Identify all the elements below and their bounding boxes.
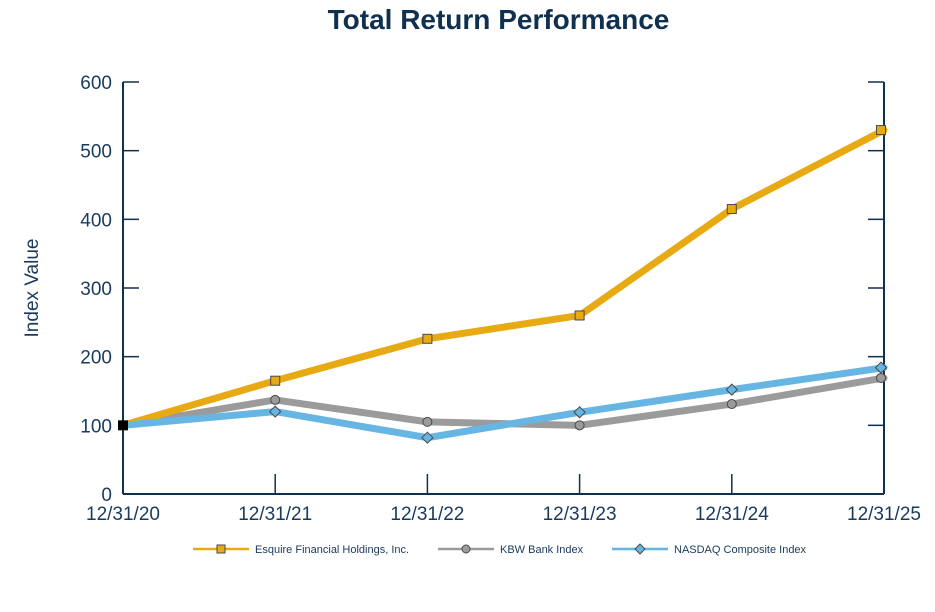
data-point	[574, 310, 585, 321]
y-tick-label: 300	[80, 279, 112, 300]
start-point	[118, 420, 128, 431]
chart-ticks: 0 100 200 300 400 500 600 12/31/20 12/31/21 12/31…	[80, 73, 921, 525]
chart-axes	[122, 82, 885, 495]
series-0	[119, 126, 888, 429]
data-point	[876, 372, 886, 383]
y-tick-label: 200	[80, 348, 112, 369]
chart-title: Total Return Performance	[327, 4, 670, 35]
legend-marker	[216, 544, 226, 554]
series-line	[119, 364, 888, 442]
data-point	[574, 420, 585, 431]
series-markers-1	[270, 372, 886, 431]
data-point	[270, 394, 281, 405]
chart-legend: Esquire Financial Holdings, Inc. KBW Bank…	[193, 543, 807, 556]
x-tick-label: 12/31/20	[86, 504, 160, 525]
legend-label: NASDAQ Composite Index	[674, 544, 807, 556]
data-point	[422, 416, 433, 427]
y-axis-label: Index Value	[22, 239, 43, 338]
data-point	[726, 204, 737, 215]
series-line	[119, 126, 888, 429]
data-point	[876, 125, 886, 136]
x-tick-label: 12/31/21	[238, 504, 312, 525]
x-tick-label: 12/31/22	[390, 504, 464, 525]
series-markers-0	[270, 125, 886, 386]
x-tick-label: 12/31/24	[695, 504, 769, 525]
y-tick-label: 100	[80, 416, 112, 437]
data-point	[726, 399, 737, 410]
data-point	[421, 431, 434, 444]
data-point	[573, 406, 586, 419]
y-tick-label: 0	[101, 485, 112, 506]
data-point	[874, 361, 888, 374]
data-point	[725, 383, 739, 396]
series-markers-2	[268, 361, 888, 444]
x-tick-label: 12/31/25	[847, 504, 921, 525]
data-point	[422, 333, 433, 344]
legend-label: KBW Bank Index	[500, 544, 584, 556]
y-tick-label: 500	[80, 142, 112, 163]
y-tick-label: 400	[80, 210, 112, 231]
series-2	[119, 364, 888, 442]
y-tick-label: 600	[80, 73, 112, 94]
x-tick-label: 12/31/23	[543, 504, 617, 525]
data-point	[268, 405, 282, 418]
series-layer	[118, 125, 888, 444]
legend-marker	[461, 544, 471, 554]
legend-marker	[634, 543, 646, 555]
legend-label: Esquire Financial Holdings, Inc.	[255, 544, 409, 556]
data-point	[270, 375, 281, 386]
